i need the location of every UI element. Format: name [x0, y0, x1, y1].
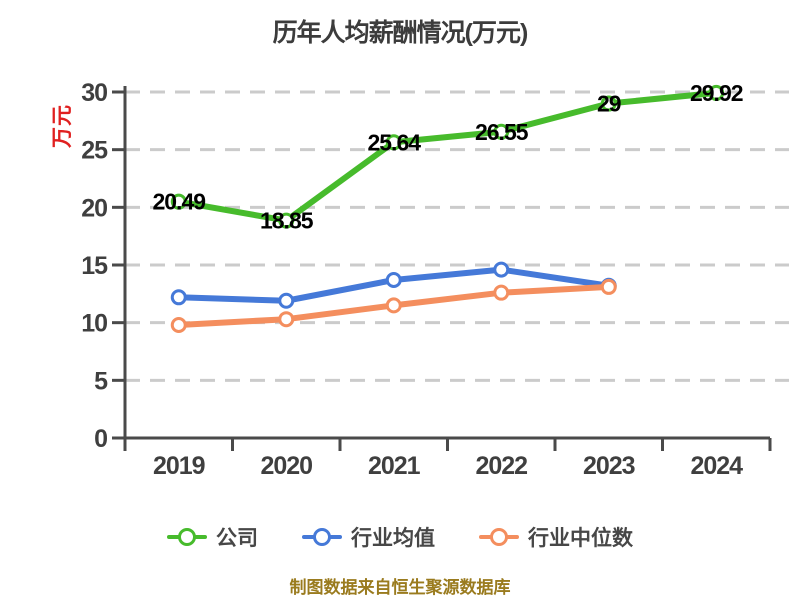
y-tick-label: 15: [81, 252, 108, 280]
data-label: 26.55: [475, 119, 529, 145]
data-point: [385, 297, 402, 314]
legend-label-industry-average: 行业均值: [351, 527, 435, 550]
legend-circle-swatch: [178, 528, 196, 546]
y-tick-label: 30: [81, 79, 107, 107]
x-tick-label: 2019: [153, 452, 205, 480]
data-point: [600, 95, 617, 112]
data-point: [493, 123, 510, 140]
company-series-marker: [167, 527, 207, 547]
industry-median-series-marker: [479, 527, 519, 547]
industry-average-series-marker: [302, 527, 342, 547]
legend: 公司 行业均值 行业中位数: [0, 520, 800, 554]
legend-item-company[interactable]: 公司: [167, 522, 258, 552]
x-tick-label: 2023: [583, 452, 635, 480]
data-source-note: 制图数据来自恒生聚源数据库: [289, 578, 511, 597]
data-point: [278, 212, 295, 229]
legend-item-industry-median[interactable]: 行业中位数: [479, 522, 633, 552]
x-tick-label: 2021: [368, 452, 421, 480]
data-point: [170, 316, 187, 333]
data-point: [493, 261, 510, 278]
data-label: 20.49: [152, 189, 205, 215]
legend-circle-swatch: [313, 528, 331, 546]
y-tick-label: 10: [81, 310, 107, 338]
chart-title: 历年人均薪酬情况(万元): [272, 19, 529, 47]
y-tick-label: 25: [81, 137, 108, 165]
legend-item-industry-average[interactable]: 行业均值: [302, 522, 435, 552]
y-tick-label: 20: [81, 194, 107, 222]
data-label: 18.85: [260, 208, 314, 234]
data-point: [385, 271, 402, 288]
data-label: 25.64: [367, 129, 421, 155]
data-point: [278, 311, 295, 328]
data-point: [708, 84, 725, 101]
series-line-0: [175, 89, 720, 224]
data-point: [170, 289, 187, 306]
x-tick-label: 2024: [690, 452, 743, 480]
legend-label-company: 公司: [216, 527, 258, 550]
data-point: [600, 278, 617, 295]
data-point: [493, 284, 510, 301]
data-label: 29: [597, 91, 621, 117]
data-point: [170, 193, 187, 210]
plot-area: 0 5 10 15 20 25 30 2019 2020 2021 2022 2023 2024 20.4…: [81, 79, 789, 480]
x-tick-label: 2020: [260, 452, 312, 480]
y-tick-label: 5: [94, 367, 108, 395]
data-point: [278, 292, 295, 309]
y-tick-label: 0: [94, 425, 107, 453]
legend-circle-swatch: [490, 528, 508, 546]
legend-label-industry-median: 行业中位数: [528, 527, 633, 550]
data-point: [385, 134, 402, 151]
x-tick-label: 2022: [475, 452, 527, 480]
data-label: 29.92: [690, 80, 743, 106]
